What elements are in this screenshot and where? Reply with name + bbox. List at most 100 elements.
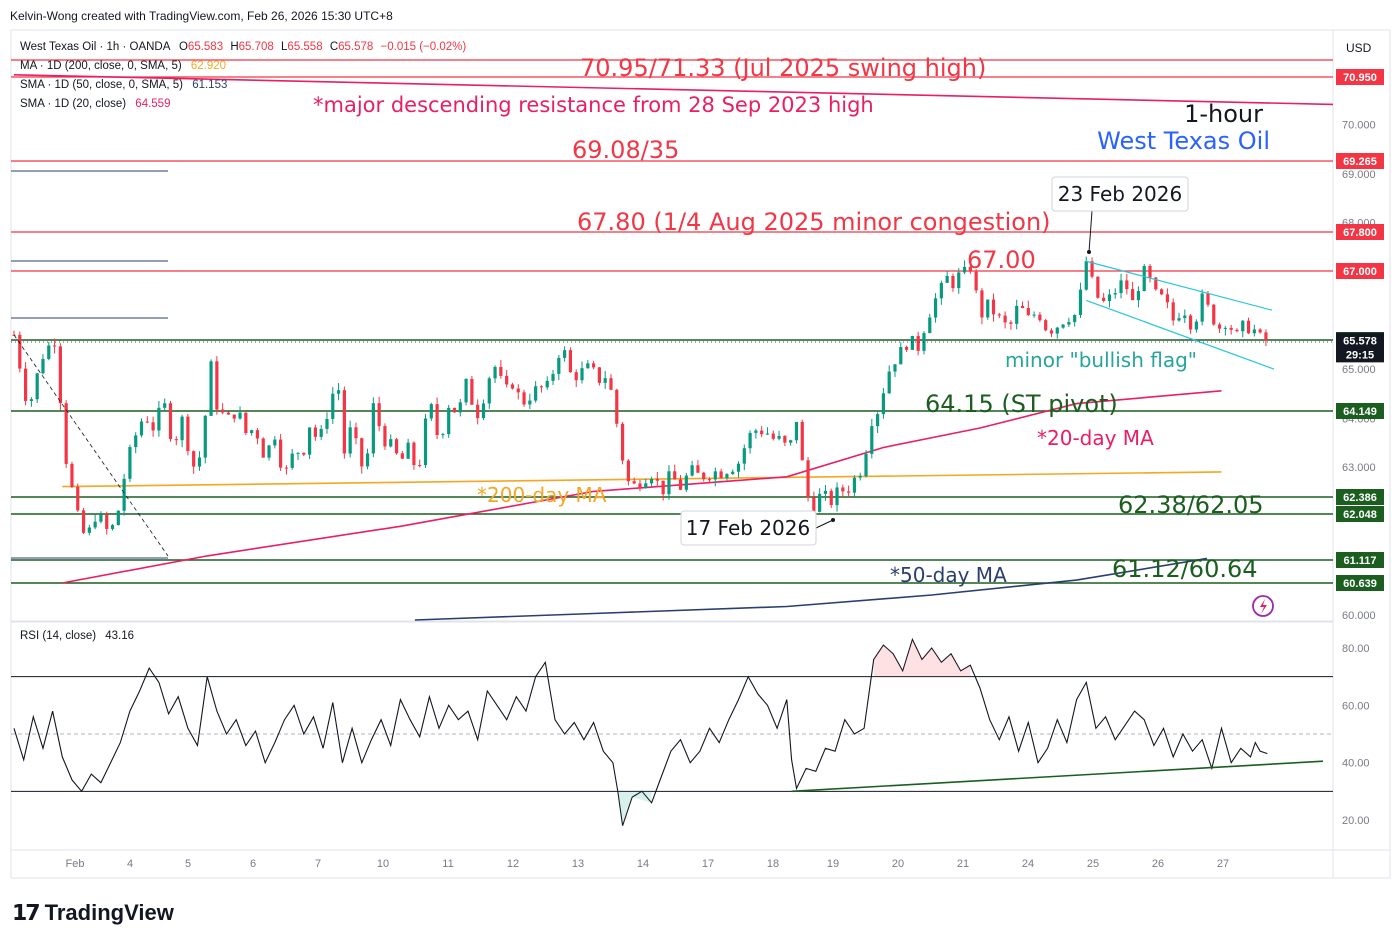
candle-body [1020,305,1025,308]
candle-body [122,478,126,511]
candle-body [319,428,323,437]
candle-body [1003,315,1007,323]
candle-body [128,447,132,479]
symbol-label: West Texas Oil · 1h · OANDA [20,41,170,53]
candle-body [760,430,764,435]
candle-body [1200,293,1204,322]
candle-body [864,453,868,476]
time-tick-label: 24 [1022,858,1034,870]
candle-body [151,422,155,431]
candle-body [597,367,601,383]
price-badge [1336,575,1384,591]
candle-body [997,314,1001,316]
ohlc-high: H65.708 [230,41,274,53]
candle-body [661,480,665,495]
candle-body [441,434,445,436]
candle-body [307,427,312,455]
candle-body [1188,315,1193,330]
candle-body [499,366,503,376]
candle-body [870,426,874,454]
rsi-oversold-fill [617,791,652,826]
candle-body [586,363,590,369]
candle-body [250,430,254,434]
candle-body [192,451,196,467]
price-badge [1336,224,1384,240]
price-badge-label: 64.149 [1343,406,1377,418]
candle-body [1264,332,1268,341]
candle-body [968,266,972,272]
candle-body [134,435,138,448]
candle-body [719,471,723,478]
candle-body [1194,321,1198,330]
rsi-legend[interactable]: RSI (14, close) 43.16 [20,630,134,642]
ma20-label: *20-day MA [1037,426,1154,450]
candle-body [580,368,584,381]
symbol-legend-row[interactable]: West Texas Oil · 1h · OANDA O65.583 H65.… [20,38,466,57]
candle-body [771,433,775,439]
callout-23feb-pointer [1088,210,1093,253]
time-tick-label: 5 [185,858,191,870]
candle-body [354,427,358,439]
alert-icon[interactable] [1252,595,1274,617]
price-badge [1336,403,1384,419]
candle-body [1183,315,1187,319]
candle-body [980,290,984,318]
candle-body [731,471,735,475]
candle-body [887,371,891,394]
candle-body [35,373,39,400]
high-key: H [230,41,239,53]
candle-body [284,467,289,469]
candle-body [1026,307,1030,316]
candle-body [81,510,86,533]
rsi-legend-label: RSI (14, close) [20,630,97,642]
candle-body [505,375,509,385]
candle-body [713,471,717,480]
price-badge-label: 62.386 [1343,492,1377,504]
time-tick-label: 18 [767,858,779,870]
sma50-legend-row[interactable]: SMA · 1D (50, close, 0, SMA, 5) 61.153 [20,76,466,95]
ma200-legend-row[interactable]: MA · 1D (200, close, 0, SMA, 5) 62.920 [20,57,466,76]
candle-body [1154,277,1158,290]
candle-body [1078,289,1083,315]
candle-body [1246,320,1251,334]
tradingview-logo: 𝟭𝟳 TradingView [12,900,174,926]
chart-title-timeframe: 1-hour [1184,100,1263,128]
candle-body [1235,329,1239,332]
candle-body [1229,327,1233,330]
currency-label[interactable]: USD [1346,41,1372,55]
outer-frame [10,29,1391,879]
candle-body [620,423,625,461]
time-tick-label: 25 [1087,858,1099,870]
time-tick-label: 20 [892,858,904,870]
pivot-label: 64.15 (ST pivot) [925,390,1118,418]
candle-body [800,421,804,461]
candle-body [458,402,462,413]
candle-body [812,497,816,512]
candle-body [116,510,120,526]
candle-body [394,439,399,454]
candle-body [933,298,938,318]
candle-body [1073,314,1077,323]
candle-body [1160,289,1164,295]
candle-body [342,390,346,454]
candle-body [673,471,677,480]
candle-body [197,457,202,467]
candle-body [383,426,387,447]
candle-body [238,412,242,419]
candle-body [64,403,68,464]
candle-body [899,347,903,365]
price-tick-label: 69.000 [1342,169,1376,181]
candle-body [1125,280,1129,290]
sma20-legend-label: SMA · 1D (20, close) [20,98,127,110]
candle-body [331,393,335,419]
candle-body [557,357,561,374]
rsi-overbought-fill [873,639,971,677]
ma200-legend-label: MA · 1D (200, close, 0, SMA, 5) [20,60,182,72]
candle-body [765,433,770,435]
sma50-legend-label: SMA · 1D (50, close, 0, SMA, 5) [20,79,183,91]
candle-body [1009,322,1013,324]
candle-body [1206,293,1210,305]
candle-body [58,346,62,404]
sma20-legend-row[interactable]: SMA · 1D (20, close) 64.559 [20,95,466,114]
ohlc-open: O65.583 [179,41,223,53]
